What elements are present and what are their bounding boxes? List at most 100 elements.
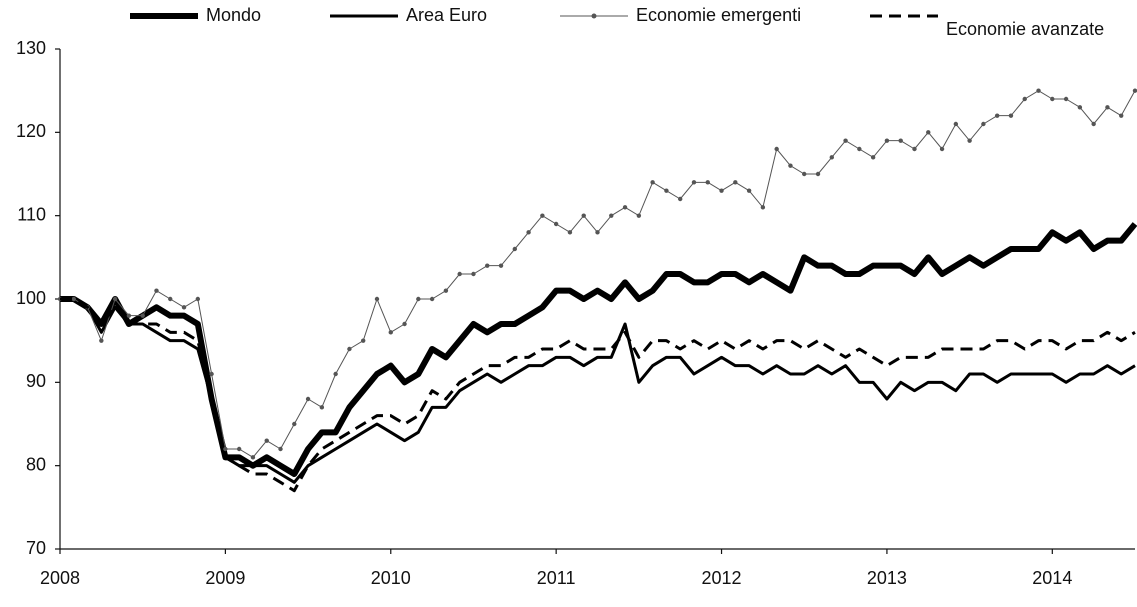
series-marker: [305, 396, 311, 402]
legend-label: Economie avanzate: [946, 19, 1104, 39]
x-tick-label: 2010: [371, 568, 411, 588]
series-line: [60, 297, 1136, 493]
series-marker: [168, 296, 173, 302]
series-marker: [1008, 113, 1014, 118]
series-marker: [361, 338, 366, 343]
series-marker: [581, 213, 586, 218]
series-marker: [195, 296, 201, 302]
series-marker: [691, 180, 697, 185]
series-marker: [774, 146, 779, 152]
series-marker: [498, 263, 504, 268]
series-marker: [857, 146, 862, 152]
series-marker: [994, 113, 1000, 118]
series-marker: [1022, 96, 1027, 102]
series-marker: [443, 288, 449, 293]
series-marker: [815, 171, 821, 177]
series-marker: [457, 271, 462, 277]
x-tick-label: 2009: [205, 568, 245, 588]
series-marker: [278, 446, 283, 452]
x-tick-label: 2008: [40, 568, 80, 588]
x-tick-label: 2014: [1032, 568, 1072, 588]
series-marker: [540, 213, 545, 218]
series-marker: [126, 313, 132, 318]
series-marker: [981, 121, 986, 127]
series-marker: [526, 230, 531, 235]
series-marker: [485, 263, 490, 268]
legend-label: Economie emergenti: [636, 5, 801, 25]
series-marker: [677, 196, 683, 202]
series-marker: [967, 138, 972, 143]
series-marker: [181, 305, 187, 310]
series-marker: [471, 271, 476, 277]
series-marker: [595, 230, 600, 235]
series-marker: [567, 230, 573, 235]
series-marker: [926, 130, 931, 135]
series-marker: [154, 288, 159, 293]
series-marker: [650, 180, 655, 185]
series-line: [60, 297, 1136, 484]
series-marker: [1050, 96, 1055, 102]
x-tick-label: 2012: [702, 568, 742, 588]
series-marker: [939, 146, 945, 152]
series-marker: [416, 296, 421, 302]
series-marker: [760, 205, 766, 210]
series-marker: [636, 213, 642, 218]
series-line: [60, 90, 1136, 458]
y-tick-label: 130: [16, 38, 46, 58]
y-tick-label: 100: [16, 288, 46, 308]
series-marker: [870, 155, 876, 160]
y-tick-label: 120: [16, 121, 46, 141]
series-marker: [209, 371, 214, 377]
series-marker: [99, 338, 104, 343]
series-marker: [733, 180, 738, 185]
series-marker: [512, 246, 518, 252]
series-marker: [664, 188, 669, 193]
series-marker: [402, 321, 407, 327]
legend-label: Mondo: [206, 5, 261, 25]
series-marker: [374, 296, 380, 302]
series-marker: [333, 371, 338, 377]
series-marker: [347, 346, 352, 352]
series-marker: [264, 438, 269, 443]
series-marker: [705, 180, 710, 185]
series-marker: [609, 213, 614, 218]
y-tick-label: 70: [26, 538, 46, 558]
series-marker: [1063, 96, 1069, 102]
series-marker: [912, 146, 917, 152]
series-marker: [1132, 88, 1137, 93]
series-marker: [319, 405, 325, 410]
series-marker: [429, 296, 435, 302]
series-marker: [1119, 113, 1124, 118]
y-tick-label: 110: [17, 204, 46, 224]
x-tick-label: 2011: [537, 568, 576, 588]
series-line: [60, 222, 1137, 477]
series-marker: [898, 138, 903, 143]
series-marker: [884, 138, 890, 143]
series-marker: [802, 171, 807, 177]
series-marker: [719, 188, 724, 193]
series-marker: [553, 221, 559, 227]
series-marker: [843, 138, 848, 143]
series-marker: [223, 446, 228, 452]
series-marker: [71, 296, 76, 302]
series-marker: [292, 421, 297, 427]
x-tick-label: 2013: [867, 568, 907, 588]
series-marker: [1077, 105, 1083, 110]
series-marker: [236, 446, 242, 452]
legend-marker: [591, 13, 597, 19]
series-marker: [622, 205, 628, 210]
series-marker: [829, 155, 834, 160]
series-marker: [388, 330, 393, 335]
y-tick-label: 80: [26, 454, 46, 474]
series-marker: [112, 296, 118, 302]
series-marker: [1091, 121, 1096, 127]
series-marker: [953, 121, 959, 127]
series-marker: [250, 455, 256, 460]
series-marker: [1105, 105, 1110, 110]
series-marker: [140, 313, 145, 318]
legend-label: Area Euro: [406, 5, 487, 25]
series-marker: [1036, 88, 1041, 93]
series-marker: [746, 188, 752, 193]
series-marker: [788, 163, 793, 168]
